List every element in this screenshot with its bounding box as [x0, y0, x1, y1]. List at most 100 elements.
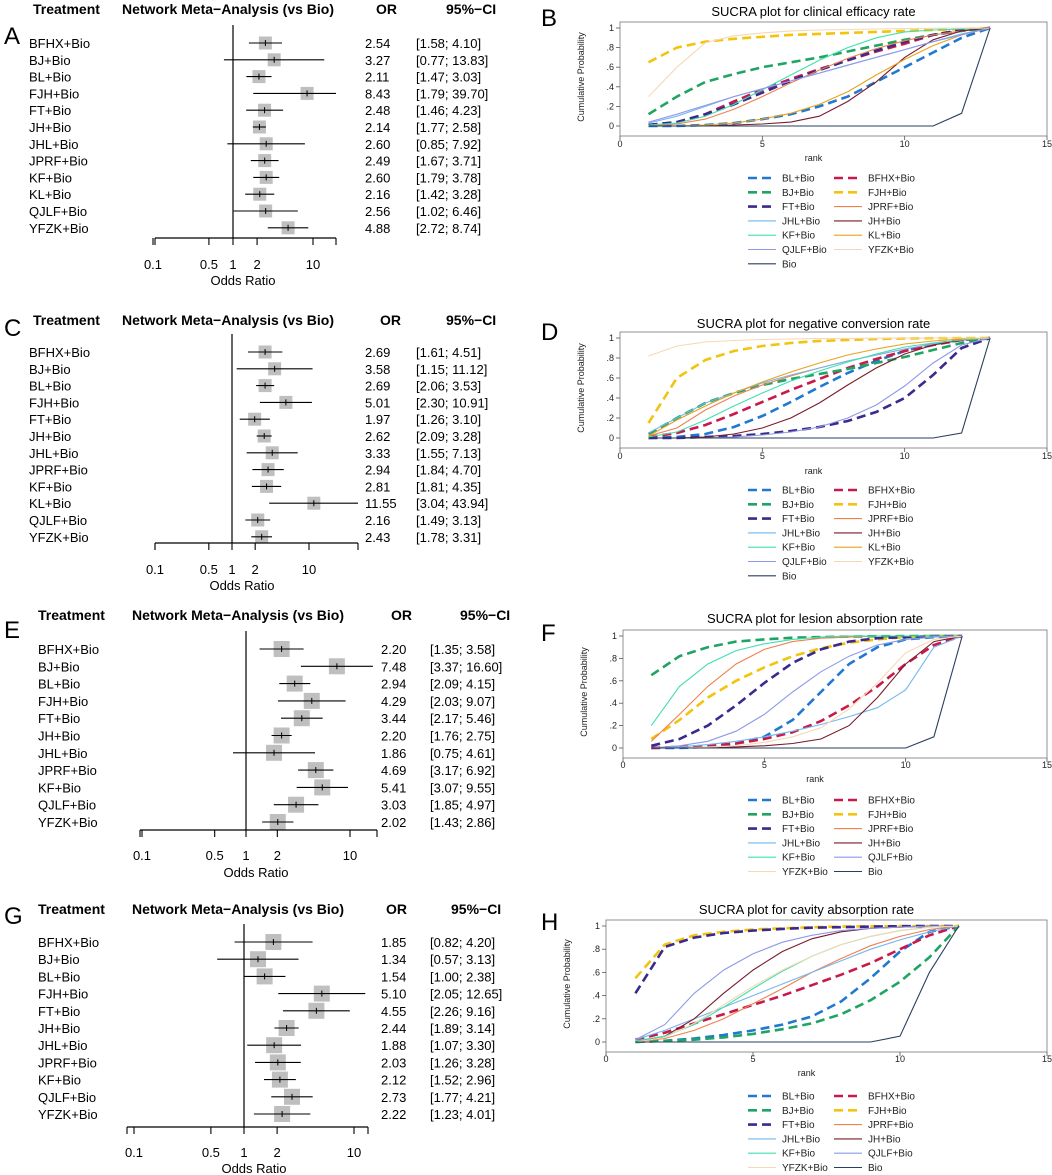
- legend-item: JPRF+Bio: [834, 514, 914, 525]
- forest-row: QJLF+Bio 2.56 [1.02; 6.46]: [29, 204, 481, 219]
- legend-label: FT+Bio: [782, 202, 815, 213]
- treatment-name: YFZK+Bio: [29, 221, 89, 236]
- x-tick-label: 5: [762, 760, 767, 770]
- treatment-name: FJH+Bio: [29, 86, 79, 101]
- ci-value: [3.07; 9.55]: [430, 780, 495, 795]
- forest-row: JPRF+Bio 4.69 [3.17; 6.92]: [38, 762, 495, 779]
- treatment-name: QJLF+Bio: [38, 798, 96, 813]
- legend-label: BFHX+Bio: [868, 486, 915, 497]
- y-tick-label: 0: [595, 1037, 600, 1047]
- treatment-name: YFZK+Bio: [29, 530, 89, 545]
- x-tick-label: 15: [1042, 451, 1052, 461]
- or-value: 4.29: [381, 694, 406, 709]
- legend-label: JH+Bio: [868, 528, 901, 539]
- ci-value: [2.05; 12.65]: [430, 987, 502, 1002]
- legend-label: JH+Bio: [868, 838, 901, 849]
- legend-label: KF+Bio: [782, 853, 816, 864]
- legend-item: FT+Bio: [748, 202, 815, 213]
- treatment-name: BFHX+Bio: [29, 345, 90, 360]
- forest-row: KF+Bio 2.60 [1.79; 3.78]: [29, 170, 481, 185]
- or-value: 5.10: [381, 987, 406, 1002]
- legend-label: QJLF+Bio: [782, 557, 827, 568]
- forest-row: JHL+Bio 1.88 [1.07; 3.30]: [38, 1037, 495, 1054]
- forest-row: FT+Bio 3.44 [2.17; 5.46]: [38, 710, 495, 727]
- or-value: 8.43: [365, 86, 390, 101]
- series-line-kl-bio: [648, 337, 991, 437]
- or-value: 2.94: [381, 677, 406, 692]
- legend-item: QJLF+Bio: [834, 1149, 913, 1160]
- x-tick-label: 0.5: [206, 848, 224, 863]
- treatment-name: KF+Bio: [29, 170, 72, 185]
- ci-value: [1.89; 3.14]: [430, 1021, 495, 1036]
- y-tick-label: .4: [609, 698, 617, 708]
- or-value: 3.33: [365, 446, 390, 461]
- treatment-name: FT+Bio: [38, 1004, 80, 1019]
- legend-label: FJH+Bio: [868, 1106, 907, 1117]
- legend-item: Bio: [834, 867, 883, 878]
- legend-item: JHL+Bio: [748, 528, 821, 539]
- chart-title: SUCRA plot for clinical efficacy rate: [711, 4, 915, 19]
- header-ci: 95%−CI: [460, 607, 510, 623]
- legend-label: JPRF+Bio: [868, 514, 914, 525]
- legend-item: BJ+Bio: [748, 810, 814, 821]
- plot-frame: [619, 21, 1048, 137]
- ci-value: [3.17; 6.92]: [430, 763, 495, 778]
- legend-label: FJH+Bio: [868, 810, 907, 821]
- series-line-kf-bio: [648, 27, 991, 126]
- x-tick-label: 5: [760, 451, 765, 461]
- forest-row: KF+Bio 2.12 [1.52; 2.96]: [38, 1071, 495, 1088]
- x-tick-label: 15: [1042, 139, 1052, 149]
- x-tick-label: 10: [343, 848, 357, 863]
- forest-row: KF+Bio 2.81 [1.81; 4.35]: [29, 479, 481, 494]
- x-tick-label: 0.1: [146, 562, 164, 577]
- treatment-name: JPRF+Bio: [29, 154, 88, 169]
- ci-value: [2.09; 4.15]: [430, 677, 495, 692]
- ci-value: [0.85; 7.92]: [416, 137, 481, 152]
- or-value: 2.02: [381, 815, 406, 830]
- y-tick-label: .8: [592, 944, 600, 954]
- or-value: 2.16: [365, 187, 390, 202]
- legend-label: BFHX+Bio: [868, 174, 915, 185]
- series-line-jhl-bio: [651, 635, 963, 749]
- ci-value: [1.52; 2.96]: [430, 1073, 495, 1088]
- y-tick-label: 1: [609, 23, 614, 33]
- forest-row: JH+Bio 2.44 [1.89; 3.14]: [38, 1020, 495, 1036]
- treatment-name: JPRF+Bio: [38, 763, 97, 778]
- legend-item: FJH+Bio: [834, 188, 907, 199]
- series-line-bio: [651, 635, 963, 749]
- legend-label: BFHX+Bio: [868, 1092, 915, 1103]
- x-tick-label: 0.1: [144, 257, 162, 272]
- y-tick-label: .4: [592, 991, 600, 1001]
- or-value: 1.54: [381, 969, 406, 984]
- legend-item: JH+Bio: [834, 216, 901, 227]
- ci-value: [1.46; 4.23]: [416, 103, 481, 118]
- series-line-ft-bio: [648, 336, 991, 440]
- x-axis-label: Odds Ratio: [223, 865, 288, 880]
- legend-label: Bio: [782, 571, 797, 582]
- legend-item: FT+Bio: [748, 1120, 815, 1131]
- treatment-name: FJH+Bio: [38, 987, 88, 1002]
- series-line-yfzk-bio: [648, 337, 991, 357]
- or-value: 4.55: [381, 1004, 406, 1019]
- legend-label: FT+Bio: [782, 514, 815, 525]
- header-ci: 95%−CI: [451, 901, 501, 917]
- plot-frame: [622, 629, 1048, 759]
- forest-row: BL+Bio 2.69 [2.06; 3.53]: [29, 379, 481, 394]
- or-value: 2.11: [365, 70, 389, 85]
- series-line-yfzk-bio: [635, 925, 959, 1043]
- x-axis-label: Odds Ratio: [221, 1161, 286, 1175]
- forest-row: FJH+Bio 5.10 [2.05; 12.65]: [38, 985, 502, 1002]
- y-tick-label: .6: [606, 62, 614, 72]
- or-value: 5.01: [365, 395, 390, 410]
- header-ci: 95%−CI: [446, 1, 496, 17]
- or-value: 2.43: [365, 530, 390, 545]
- ci-value: [1.84; 4.70]: [416, 463, 481, 478]
- ci-value: [0.57; 3.13]: [430, 952, 495, 967]
- panel-label-g: G: [4, 903, 23, 930]
- series-line-fjh-bio: [650, 634, 963, 741]
- or-value: 2.44: [381, 1021, 406, 1036]
- legend-item: BL+Bio: [748, 486, 815, 497]
- treatment-name: QJLF+Bio: [29, 513, 87, 528]
- or-value: 2.22: [381, 1107, 406, 1122]
- x-tick-label: 1: [242, 848, 249, 863]
